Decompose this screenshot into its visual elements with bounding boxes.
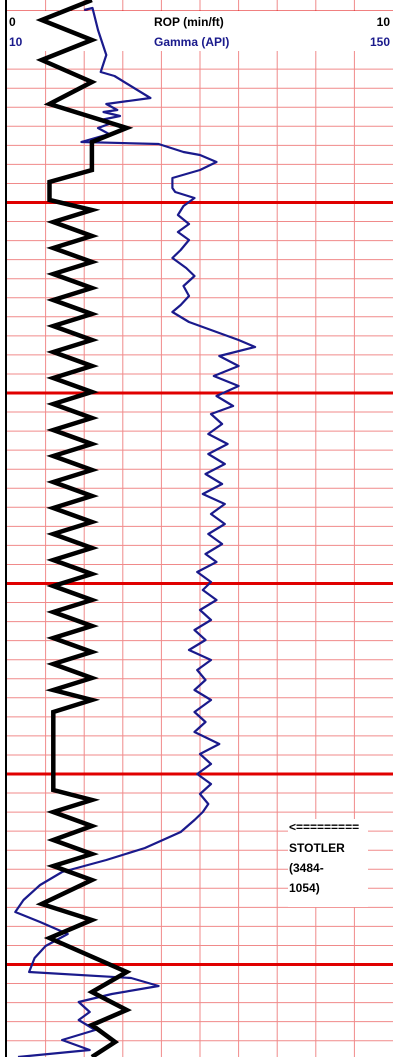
marker-arrow: <========= <box>289 820 359 834</box>
marker-formation-name: STOTLER <box>289 841 345 855</box>
rop-scale-min: 0 <box>9 15 16 29</box>
marker-well-id-2: 1054) <box>289 881 320 895</box>
rop-curve <box>35 0 134 1057</box>
gamma-curve <box>14 6 257 1057</box>
gamma-scale-max: 150 <box>370 35 390 49</box>
gamma-axis-label: Gamma (API) <box>154 35 229 49</box>
rop-scale-max: 10 <box>377 15 391 29</box>
gamma-scale-min: 10 <box>9 35 23 49</box>
marker-well-id-1: (3484- <box>289 861 324 875</box>
formation-marker: <========= STOTLER (3484- 1054) <box>288 819 368 907</box>
rop-axis-label: ROP (min/ft) <box>154 15 224 29</box>
